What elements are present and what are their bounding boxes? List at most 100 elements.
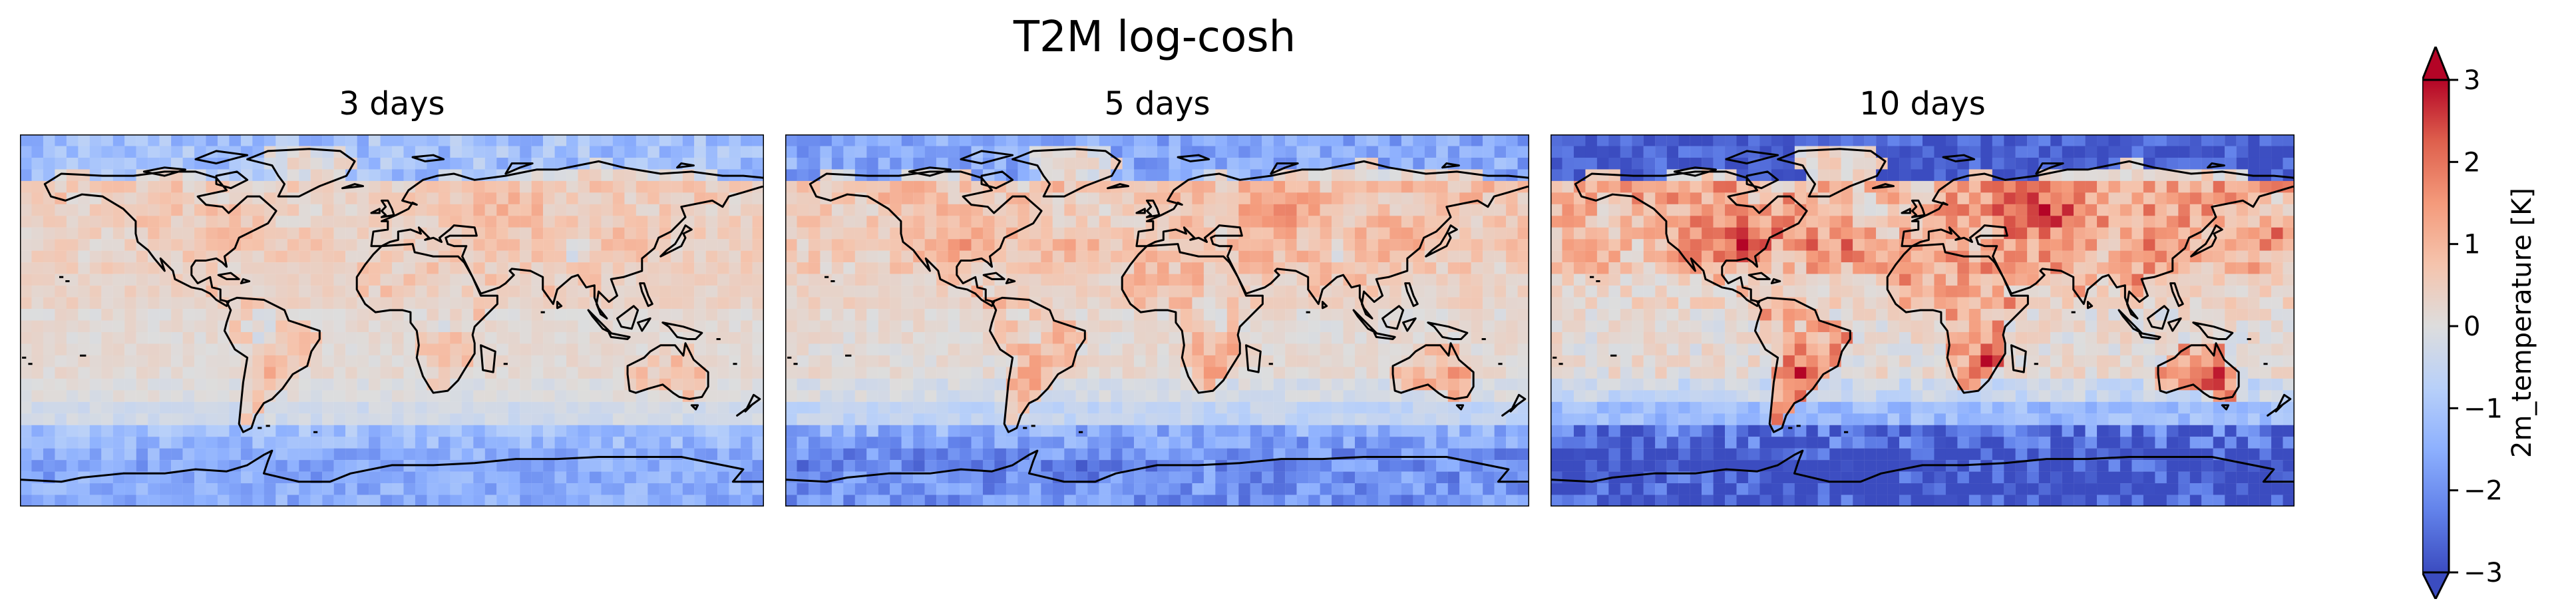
heatmap-cell xyxy=(659,460,671,472)
heatmap-cell xyxy=(2283,274,2295,286)
heatmap-cell xyxy=(694,169,706,182)
heatmap-cell xyxy=(217,425,230,437)
heatmap-cell xyxy=(1378,239,1390,251)
heatmap-cell xyxy=(936,378,948,391)
heatmap-cell xyxy=(1876,286,1888,298)
heatmap-cell xyxy=(1354,331,1367,344)
heatmap-cell xyxy=(2155,274,2167,286)
heatmap-cell xyxy=(124,378,136,391)
heatmap-cell xyxy=(843,355,855,367)
heatmap-cell xyxy=(112,227,125,240)
heatmap-cell xyxy=(971,448,984,461)
heatmap-cell xyxy=(217,437,230,449)
heatmap-cell xyxy=(1759,204,1772,216)
heatmap-cell xyxy=(276,460,287,472)
heatmap-cell xyxy=(752,320,764,333)
heatmap-cell xyxy=(636,378,648,391)
heatmap-cell xyxy=(694,425,706,437)
heatmap-cell xyxy=(854,331,867,344)
heatmap-cell xyxy=(124,204,136,216)
heatmap-cell xyxy=(1666,192,1679,204)
heatmap-cell xyxy=(820,262,832,274)
heatmap-cell xyxy=(624,250,636,263)
heatmap-cell xyxy=(2283,157,2295,170)
heatmap-cell xyxy=(1562,146,1574,158)
heatmap-cell xyxy=(2108,134,2121,146)
heatmap-cell xyxy=(1864,134,1877,146)
heatmap-cell xyxy=(1203,355,1216,367)
heatmap-cell xyxy=(217,495,230,507)
heatmap-cell xyxy=(182,460,195,472)
heatmap-cell xyxy=(820,320,832,333)
heatmap-cell xyxy=(1841,157,1853,170)
heatmap-cell xyxy=(2259,262,2272,274)
heatmap-cell xyxy=(1029,378,1041,391)
heatmap-cell xyxy=(1262,192,1274,204)
heatmap-cell xyxy=(1332,180,1344,193)
heatmap-cell xyxy=(333,134,346,146)
heatmap-cell xyxy=(1354,262,1367,274)
heatmap-cell xyxy=(543,204,555,216)
heatmap-cell xyxy=(276,483,287,495)
heatmap-cell xyxy=(601,169,614,182)
heatmap-cell xyxy=(345,309,357,321)
heatmap-cell xyxy=(854,320,867,333)
heatmap-cell xyxy=(182,157,195,170)
heatmap-cell xyxy=(1471,180,1483,193)
heatmap-cell xyxy=(2062,216,2074,228)
heatmap-cell xyxy=(543,367,555,379)
heatmap-cell xyxy=(1945,239,1958,251)
heatmap-cell xyxy=(1459,309,1471,321)
heatmap-cell xyxy=(1145,157,1158,170)
heatmap-cell xyxy=(2236,134,2249,146)
heatmap-cell xyxy=(31,437,44,449)
heatmap-cell xyxy=(647,471,659,484)
heatmap-cell xyxy=(1992,180,2004,193)
heatmap-cell xyxy=(960,250,972,263)
heatmap-cell xyxy=(1494,134,1507,146)
heatmap-cell xyxy=(1273,448,1286,461)
heatmap-cell xyxy=(403,355,416,367)
heatmap-cell xyxy=(694,309,706,321)
heatmap-cell xyxy=(601,227,614,240)
heatmap-cell xyxy=(2038,192,2051,204)
heatmap-cell xyxy=(206,239,218,251)
heatmap-cell xyxy=(866,378,878,391)
heatmap-cell xyxy=(484,495,497,507)
heatmap-cell xyxy=(1725,180,1737,193)
heatmap-cell xyxy=(1447,274,1460,286)
heatmap-cell xyxy=(2189,192,2202,204)
heatmap-cell xyxy=(1134,192,1146,204)
heatmap-cell xyxy=(136,274,148,286)
heatmap-cell xyxy=(1506,343,1518,356)
heatmap-cell xyxy=(276,204,287,216)
heatmap-cell xyxy=(1471,437,1483,449)
heatmap-cell xyxy=(369,227,381,240)
heatmap-cell xyxy=(2038,250,2051,263)
heatmap-cell xyxy=(276,227,287,240)
heatmap-cell xyxy=(1145,134,1158,146)
heatmap-cell xyxy=(1713,180,1726,193)
heatmap-cell xyxy=(624,204,636,216)
heatmap-cell xyxy=(1029,425,1041,437)
heatmap-cell xyxy=(206,495,218,507)
heatmap-cell xyxy=(1250,309,1262,321)
heatmap-cell xyxy=(624,495,636,507)
heatmap-cell xyxy=(1238,204,1250,216)
heatmap-cell xyxy=(380,274,393,286)
heatmap-cell xyxy=(924,390,937,402)
heatmap-cell xyxy=(1436,146,1448,158)
heatmap-cell xyxy=(785,460,797,472)
heatmap-cell xyxy=(2271,146,2283,158)
heatmap-cell xyxy=(1285,204,1297,216)
heatmap-cell xyxy=(1817,286,1830,298)
heatmap-cell xyxy=(1378,390,1390,402)
heatmap-cell xyxy=(1841,216,1853,228)
heatmap-cell xyxy=(612,204,625,216)
heatmap-cell xyxy=(797,134,809,146)
heatmap-cell xyxy=(2143,216,2155,228)
heatmap-cell xyxy=(1401,460,1413,472)
heatmap-cell xyxy=(276,286,287,298)
heatmap-cell xyxy=(1945,274,1958,286)
heatmap-cell xyxy=(450,309,462,321)
